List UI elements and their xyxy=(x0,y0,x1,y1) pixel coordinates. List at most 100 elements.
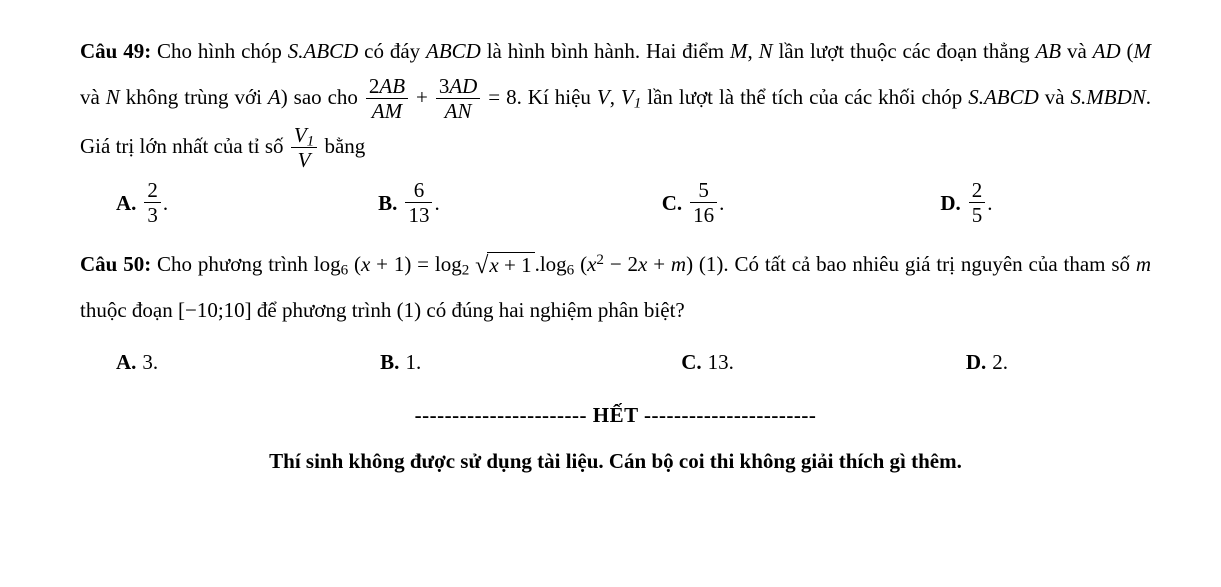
q50-s5: có đúng hai nghiệm phân biệt? xyxy=(421,298,685,322)
q49-AB: AB xyxy=(1035,39,1061,63)
q50-c-val: 13. xyxy=(708,341,734,383)
q49-ratio-b: bằng xyxy=(319,134,365,158)
q50-s6a: 6 xyxy=(341,262,349,278)
q49-N: N xyxy=(759,39,773,63)
q50-option-c: C. 13. xyxy=(681,341,734,383)
q50-a2c: ) xyxy=(686,252,693,276)
q49-sabcd: S.ABCD xyxy=(288,39,359,63)
q50-sup2: 2 xyxy=(596,252,604,268)
q49-t3: là hình bình hành. Hai điểm xyxy=(481,39,730,63)
q49-and2: và xyxy=(80,85,106,109)
q49-d-n: 2 xyxy=(969,179,986,202)
q50-a-lab: A. xyxy=(116,341,136,383)
q50-a1r: + 1) = xyxy=(370,252,435,276)
q50-eqlabel: (1). xyxy=(693,252,734,276)
q49-equation: 2ABAM + 3ADAN = 8 xyxy=(364,85,517,109)
q49-c-lab: C. xyxy=(662,182,682,224)
question-50: Câu 50: Cho phương trình log6 (x + 1) = … xyxy=(80,241,1151,333)
end-marker: ----------------------- HẾT ------------… xyxy=(80,399,1151,433)
q49-f2d: AN xyxy=(436,98,481,122)
q50-s2t: Có tất cả bao nhiêu giá trị nguyên của t… xyxy=(735,252,1136,276)
q49-popen: ( xyxy=(1121,39,1134,63)
q50-c-lab: C. xyxy=(681,341,701,383)
q50-onepar: (1) xyxy=(397,298,422,322)
q50-a-val: 3. xyxy=(142,341,158,383)
q49-frac1: 2ABAM xyxy=(364,75,410,122)
q49-b-d: 13 xyxy=(405,202,432,226)
q49-b-lab: B. xyxy=(378,182,397,224)
q49-V: V xyxy=(597,85,610,109)
q49-V1v: V xyxy=(621,85,634,109)
q50-b-val: 1. xyxy=(405,341,421,383)
q49-A: A xyxy=(268,85,281,109)
q50-sqr: + 1 xyxy=(499,253,532,277)
q49-d-dot: . xyxy=(987,182,992,224)
q49-abcd: ABCD xyxy=(426,39,481,63)
radical-icon: √ xyxy=(475,254,488,278)
q50-s4: để phương trình xyxy=(252,298,397,322)
q49-option-b: B. 613 . xyxy=(378,180,440,227)
q50-s1: Cho phương trình xyxy=(151,252,314,276)
q49-label: Câu 49: xyxy=(80,39,151,63)
q49-rd: V xyxy=(291,147,317,171)
q49-c-dot: . xyxy=(719,182,724,224)
q49-frac2: 3ADAN xyxy=(434,75,483,122)
q50-int: [−10;10] xyxy=(178,298,252,322)
q50-log6b: log xyxy=(540,252,567,276)
q49-Nnote: N xyxy=(106,85,120,109)
q49-pclose: ) sao cho xyxy=(281,85,364,109)
q49-aftereq: . Kí hiệu xyxy=(517,85,597,109)
exam-note: Thí sinh không được sử dụng tài liệu. Cá… xyxy=(80,445,1151,479)
q49-b-dot: . xyxy=(434,182,439,224)
q50-x1: x xyxy=(361,252,370,276)
q49-plus: + xyxy=(410,85,434,109)
q49-segvols: lần lượt là thể tích của các khối chóp xyxy=(641,85,968,109)
end-het: HẾT xyxy=(587,403,644,427)
q49-t4: lần lượt thuộc các đoạn thẳng xyxy=(773,39,1036,63)
q50-a2o: ( xyxy=(574,252,587,276)
q50-sqv: x xyxy=(489,253,498,277)
q50-option-b: B. 1. xyxy=(380,341,421,383)
q49-option-a: A. 23 . xyxy=(116,180,168,227)
q49-and3: và xyxy=(1039,85,1071,109)
q49-a-frac: 23 xyxy=(142,179,163,226)
q49-f1nc: 2 xyxy=(369,74,380,98)
q50-b-lab: B. xyxy=(380,341,399,383)
q50-a1o: ( xyxy=(348,252,361,276)
q49-and: và xyxy=(1061,39,1093,63)
q50-m: m xyxy=(671,252,686,276)
q50-s2: 2 xyxy=(462,262,470,278)
q49-t1: Cho hình chóp xyxy=(151,39,288,63)
q49-f2nv: AD xyxy=(449,74,477,98)
q49-option-d: D. 25 . xyxy=(940,180,992,227)
q50-option-d: D. 2. xyxy=(966,341,1008,383)
q50-options: A. 3. B. 1. C. 13. D. 2. xyxy=(80,341,1151,383)
q50-pm: + xyxy=(647,252,671,276)
q49-b-frac: 613 xyxy=(403,179,434,226)
q49-option-c: C. 516 . xyxy=(662,180,725,227)
q50-d-val: 2. xyxy=(992,341,1008,383)
q49-eq8: = 8 xyxy=(482,85,516,109)
q49-notco: không trùng với xyxy=(120,85,268,109)
end-dash-r: ----------------------- xyxy=(644,403,816,427)
q49-a-d: 3 xyxy=(144,202,161,226)
exam-page: Câu 49: Cho hình chóp S.ABCD có đáy ABCD… xyxy=(0,0,1221,498)
q49-rn: V xyxy=(294,123,307,147)
q50-xsq: x xyxy=(587,252,596,276)
q50-log2: log xyxy=(435,252,462,276)
q49-c-frac: 516 xyxy=(688,179,719,226)
q50-x2: x xyxy=(638,252,647,276)
q50-label: Câu 50: xyxy=(80,252,151,276)
q49-d-lab: D. xyxy=(940,182,960,224)
q49-smbdn: S.MBDN xyxy=(1071,85,1146,109)
q49-sabcd2: S.ABCD xyxy=(968,85,1039,109)
end-dash-l: ----------------------- xyxy=(415,403,587,427)
q49-Mnote: M xyxy=(1134,39,1152,63)
q50-s3: thuộc đoạn xyxy=(80,298,178,322)
q49-V1: V1 xyxy=(621,85,641,109)
q50-a2r: − 2 xyxy=(604,252,638,276)
q49-AD: AD xyxy=(1093,39,1121,63)
q49-f2nc: 3 xyxy=(439,74,450,98)
q49-ratio-frac: V1V xyxy=(289,124,319,171)
q50-d-lab: D. xyxy=(966,341,986,383)
